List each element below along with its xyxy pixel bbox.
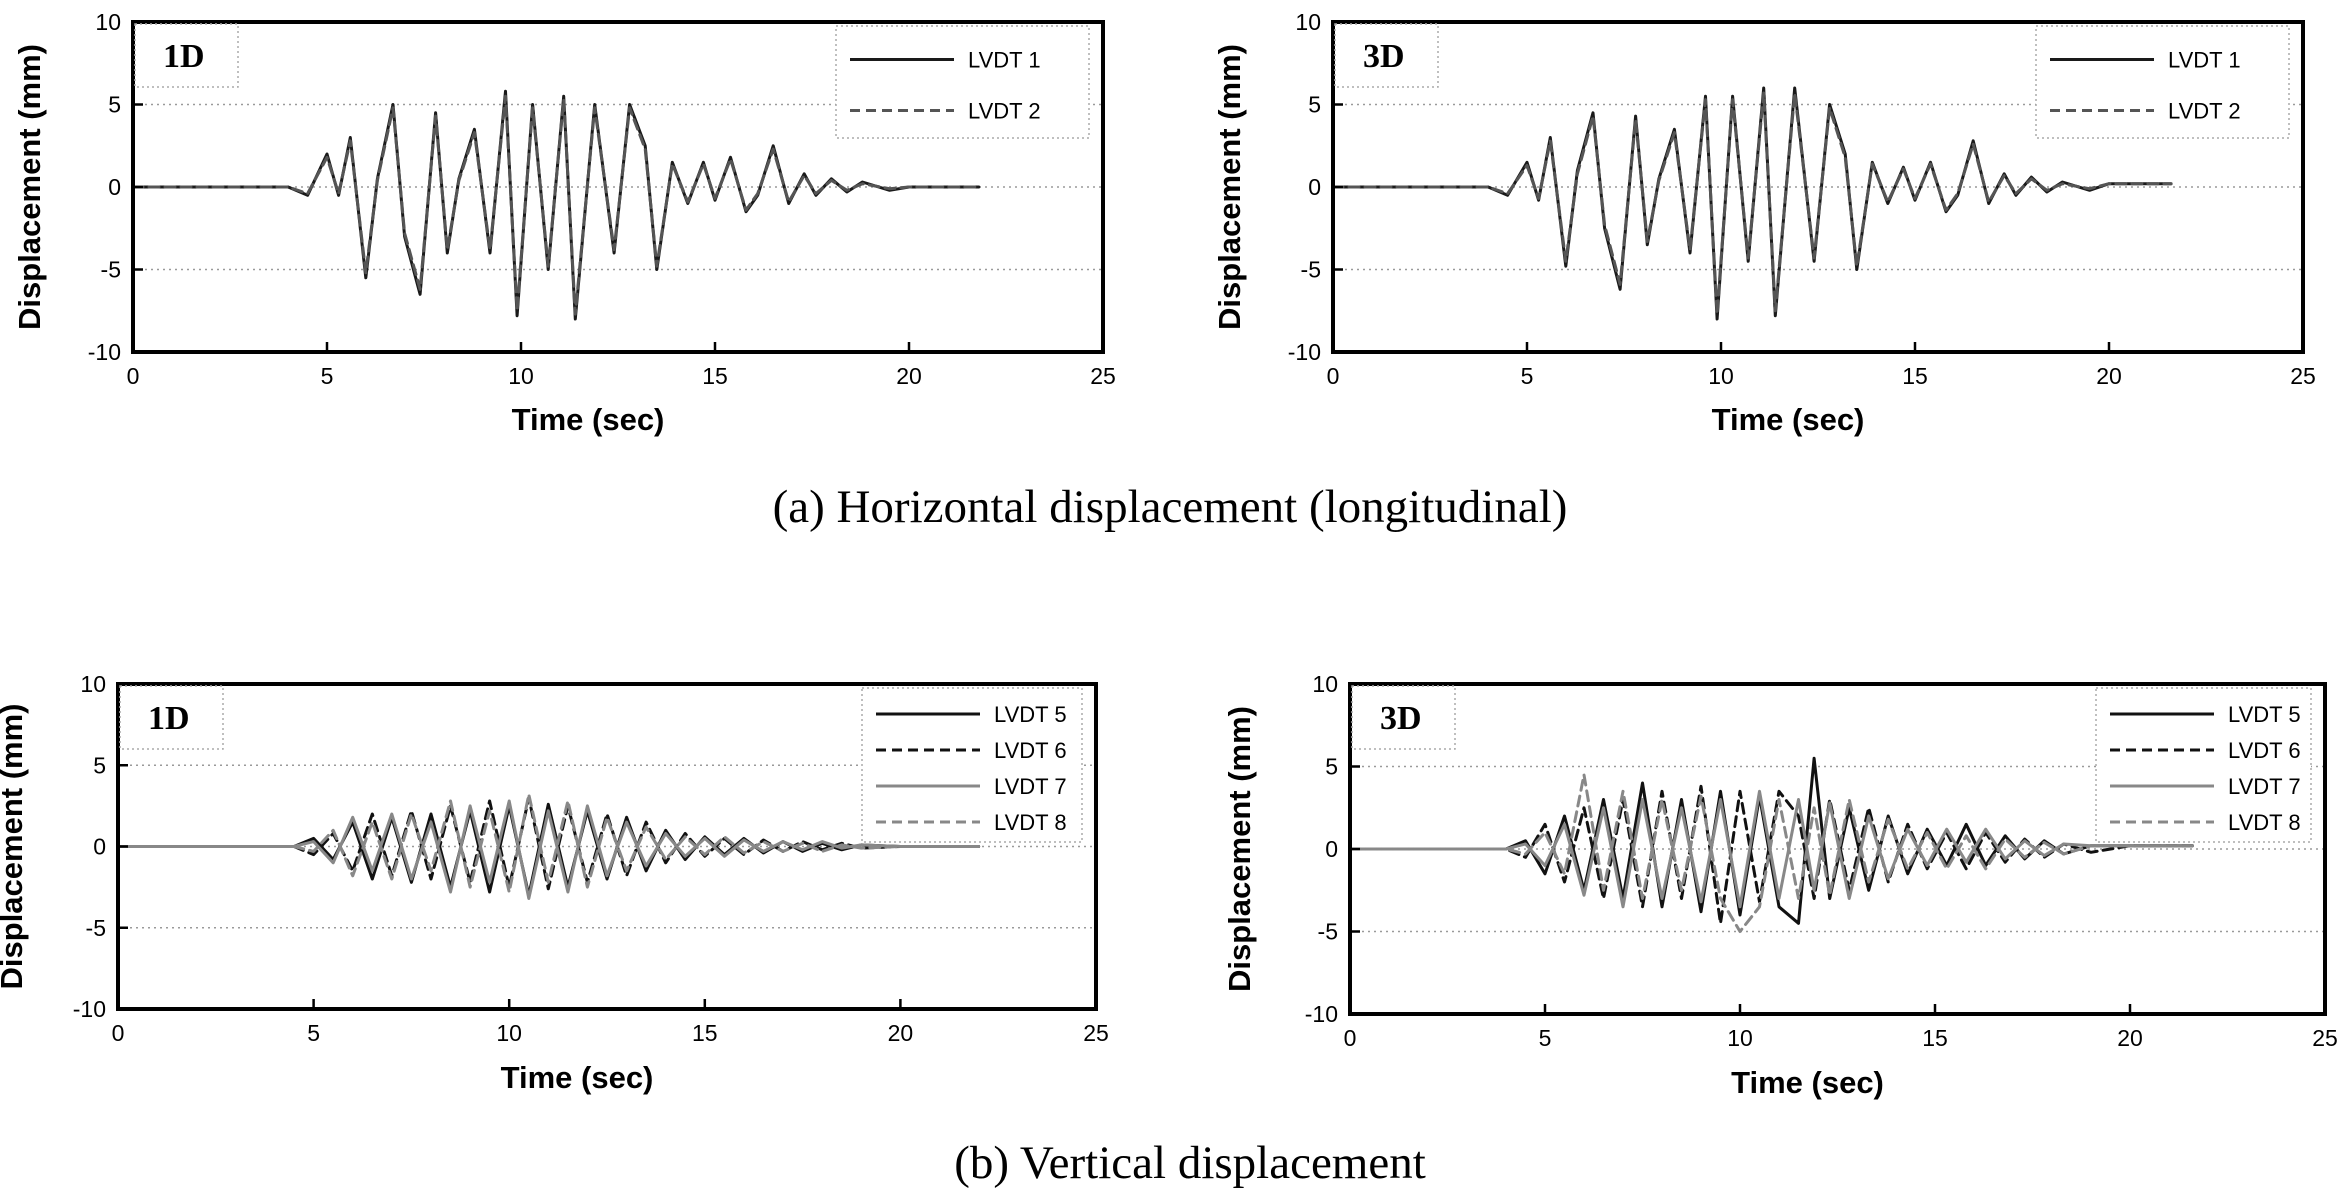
caption-a: (a) Horizontal displacement (longitudina…: [773, 481, 1568, 533]
series-line-lvdt-8: [1348, 773, 2194, 933]
x-tick-label: 20: [888, 1020, 914, 1046]
panel-tag: 1D: [163, 38, 205, 75]
y-axis-title: Displacement (mm): [1212, 44, 1247, 330]
x-axis-title: Time (sec): [501, 1060, 654, 1095]
legend-label: LVDT 2: [2168, 99, 2241, 124]
x-tick-label: 20: [896, 363, 922, 389]
x-tick-label: 10: [508, 363, 534, 389]
x-tick-label: 5: [321, 363, 334, 389]
series-line-lvdt-7: [1348, 789, 2194, 909]
y-tick-label: -5: [86, 915, 106, 941]
x-tick-label: 5: [1521, 363, 1534, 389]
x-tick-label: 15: [702, 363, 728, 389]
x-tick-label: 25: [1083, 1020, 1109, 1046]
y-axis-title: Displacement (mm): [12, 44, 47, 330]
legend-label: LVDT 2: [968, 99, 1041, 124]
y-tick-label: 5: [93, 752, 106, 778]
x-tick-label: 25: [2290, 363, 2316, 389]
y-tick-label: -5: [101, 257, 121, 283]
x-tick-label: 0: [1327, 363, 1340, 389]
x-tick-label: 5: [1539, 1025, 1552, 1051]
panel-tag-box: [119, 685, 224, 750]
x-tick-label: 15: [1902, 363, 1928, 389]
y-tick-label: -5: [1318, 919, 1338, 945]
y-tick-label: 0: [108, 174, 121, 200]
panel-tag: 3D: [1380, 700, 1422, 737]
x-tick-label: 10: [1708, 363, 1734, 389]
x-tick-label: 0: [1344, 1025, 1357, 1051]
panel-tag-box: [134, 23, 239, 88]
y-tick-label: 10: [95, 9, 121, 35]
legend-label: LVDT 1: [2168, 48, 2241, 73]
panel-tag-box: [1334, 23, 1439, 88]
y-axis-title: Displacement (mm): [1222, 706, 1257, 992]
x-axis-title: Time (sec): [1731, 1065, 1884, 1100]
charts-layer: 0 5 10 15 20 25 -10 -5 0 5 10 Time (sec) Displacemen…: [0, 9, 2338, 1100]
y-tick-label: 5: [1325, 754, 1338, 780]
x-tick-label: 10: [1727, 1025, 1753, 1051]
chart-panel-3: 0 5 10 15 20 25 -10 -5 0 5 10 Time (sec) Displacemen…: [0, 671, 1109, 1095]
y-tick-label: -10: [1288, 339, 1321, 365]
x-tick-label: 25: [1090, 363, 1116, 389]
x-axis-title: Time (sec): [1712, 402, 1865, 437]
y-tick-label: -5: [1301, 257, 1321, 283]
y-tick-label: 5: [1308, 92, 1321, 118]
y-tick-label: -10: [88, 339, 121, 365]
x-tick-label: 20: [2096, 363, 2122, 389]
legend-label: LVDT 1: [968, 48, 1041, 73]
legend-label: LVDT 5: [994, 702, 1067, 727]
panel-tag: 3D: [1363, 38, 1405, 75]
panel-tag-box: [1351, 685, 1456, 750]
chart-panel-2: 0 5 10 15 20 25 -10 -5 0 5 10 Time (sec) Displacemen…: [1212, 9, 2316, 437]
panel-tag: 1D: [148, 700, 190, 737]
legend-label: LVDT 5: [2228, 702, 2301, 727]
x-tick-label: 0: [112, 1020, 125, 1046]
chart-panel-4: 0 5 10 15 20 25 -10 -5 0 5 10 Time (sec) Displacemen…: [1222, 671, 2338, 1100]
y-tick-label: 10: [80, 671, 106, 697]
x-tick-label: 25: [2312, 1025, 2338, 1051]
y-tick-label: 10: [1295, 9, 1321, 35]
series-line-lvdt-8: [116, 793, 981, 894]
legend-label: LVDT 6: [994, 738, 1067, 763]
series-line-lvdt-2: [1331, 91, 2173, 316]
y-tick-label: -10: [73, 996, 106, 1022]
x-tick-label: 0: [127, 363, 140, 389]
legend-label: LVDT 6: [2228, 738, 2301, 763]
y-tick-label: 0: [93, 834, 106, 860]
y-tick-label: 10: [1312, 671, 1338, 697]
x-tick-label: 15: [692, 1020, 718, 1046]
x-tick-label: 5: [307, 1020, 320, 1046]
y-axis-title: Displacement (mm): [0, 704, 29, 990]
series-line-lvdt-2: [131, 94, 981, 316]
x-axis-title: Time (sec): [512, 402, 665, 437]
x-tick-label: 15: [1922, 1025, 1948, 1051]
y-tick-label: 0: [1308, 174, 1321, 200]
legend-label: LVDT 8: [994, 810, 1067, 835]
chart-panel-1: 0 5 10 15 20 25 -10 -5 0 5 10 Time (sec) Displacemen…: [12, 9, 1116, 437]
legend-label: LVDT 8: [2228, 810, 2301, 835]
y-tick-label: -10: [1305, 1001, 1338, 1027]
x-tick-label: 20: [2117, 1025, 2143, 1051]
legend-box: [2035, 25, 2290, 139]
y-tick-label: 0: [1325, 836, 1338, 862]
x-tick-label: 10: [496, 1020, 522, 1046]
caption-b: (b) Vertical displacement: [954, 1137, 1426, 1189]
legend-box: [835, 25, 1090, 139]
y-tick-label: 5: [108, 92, 121, 118]
legend-label: LVDT 7: [994, 774, 1067, 799]
legend-label: LVDT 7: [2228, 774, 2301, 799]
